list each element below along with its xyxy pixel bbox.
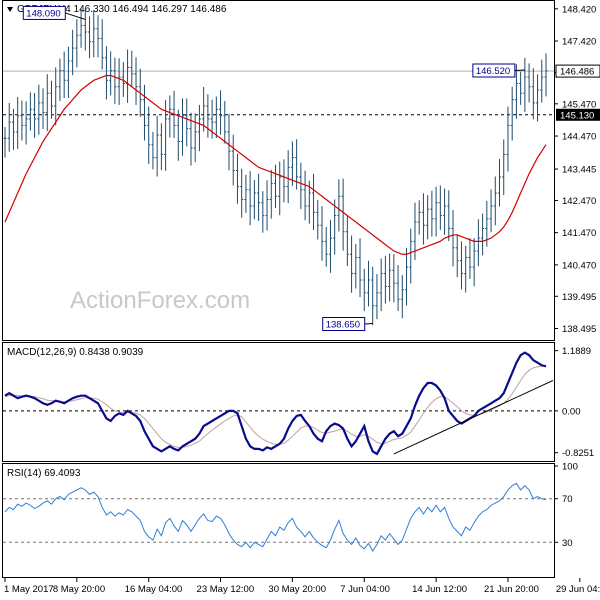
macd-lines — [4, 351, 554, 456]
main-y-tick-label: 139.495 — [562, 292, 596, 303]
annotation-pointer — [514, 69, 525, 71]
x-tick-label: 8 May 20:00 — [53, 584, 105, 595]
rsi-line — [4, 482, 547, 552]
main-y-tick-label: 145.470 — [562, 99, 596, 110]
x-tick-label: 16 May 04:00 — [125, 584, 183, 595]
macd-y-tick-label: 0.00 — [562, 406, 581, 417]
price-bars — [3, 8, 548, 326]
price-annotations: 148.090 138.650 146.520 — [22, 5, 525, 332]
support-line: 145.130 — [3, 108, 600, 121]
main-y-tick-label: 144.470 — [562, 132, 596, 143]
annotation-pointer — [65, 12, 86, 20]
annotation-pointer — [364, 323, 373, 325]
x-tick-label: 21 Jun 20:00 — [484, 584, 539, 595]
x-tick-label: 29 Jun 04:00 — [556, 584, 600, 595]
macd-y-tick-label: 1.1889 — [562, 346, 591, 357]
macd-panel-frame — [2, 342, 555, 462]
rsi-series-line — [4, 482, 547, 552]
current-price-line: 146.486 — [3, 64, 600, 78]
main-y-tick-label: 148.420 — [562, 4, 596, 15]
macd-y-tick-label: -0.8251 — [562, 448, 594, 459]
annotation-label: 146.520 — [476, 66, 510, 77]
main-y-tick-label: 147.420 — [562, 37, 596, 48]
rsi-legend: RSI(14) 69.4093 — [7, 468, 81, 479]
moving-average — [4, 74, 547, 255]
main-y-tick-label: 143.445 — [562, 165, 596, 176]
x-tick-label: 7 Jun 04:00 — [340, 584, 390, 595]
ma-series-line — [4, 74, 547, 255]
main-panel-frame — [2, 0, 555, 341]
main-y-tick-label: 138.495 — [562, 324, 596, 335]
x-tick-label: 23 May 12:00 — [197, 584, 255, 595]
macd-legend: MACD(12,26,9) 0.8438 0.9039 — [7, 347, 144, 358]
symbol-header: GBPJPY,H4 146.330 146.494 146.297 146.48… — [7, 4, 227, 15]
macd-y-axis: 1.1889 0.00 -0.8251 — [3, 346, 594, 459]
watermark: ActionForex.com — [70, 287, 250, 314]
main-y-axis: 148.420147.420146.445145.470144.470143.4… — [554, 4, 596, 335]
support-price-label: 145.130 — [560, 110, 594, 121]
current-price-label: 146.486 — [560, 67, 594, 78]
annotation-label: 138.650 — [326, 320, 360, 331]
main-y-tick-label: 141.470 — [562, 228, 596, 239]
x-tick-label: 1 May 2017 — [4, 584, 54, 595]
support-price-tag — [556, 108, 600, 121]
x-tick-label: 30 May 20:00 — [268, 584, 326, 595]
triangle-down-icon — [7, 7, 13, 12]
rsi-y-tick-label: 100 — [562, 462, 578, 473]
macd-main-line — [4, 351, 547, 456]
rsi-y-axis: 100 70 30 — [3, 462, 578, 549]
annotation-label: 148.090 — [26, 8, 60, 19]
rsi-y-tick-label: 70 — [562, 494, 573, 505]
macd-signal-line — [4, 364, 547, 448]
rsi-panel-frame — [2, 463, 555, 578]
x-axis: 1 May 2017 8 May 20:00 16 May 04:00 23 May … — [4, 578, 600, 595]
main-header: GBPJPY,H4 146.330 146.494 146.297 146.48… — [17, 4, 227, 15]
current-price-tag — [555, 64, 600, 78]
main-y-tick-label: 142.470 — [562, 196, 596, 207]
x-tick-label: 14 Jun 12:00 — [412, 584, 467, 595]
main-y-tick-label: 140.470 — [562, 260, 596, 271]
rsi-y-tick-label: 30 — [562, 538, 573, 549]
macd-trendline — [393, 380, 554, 455]
